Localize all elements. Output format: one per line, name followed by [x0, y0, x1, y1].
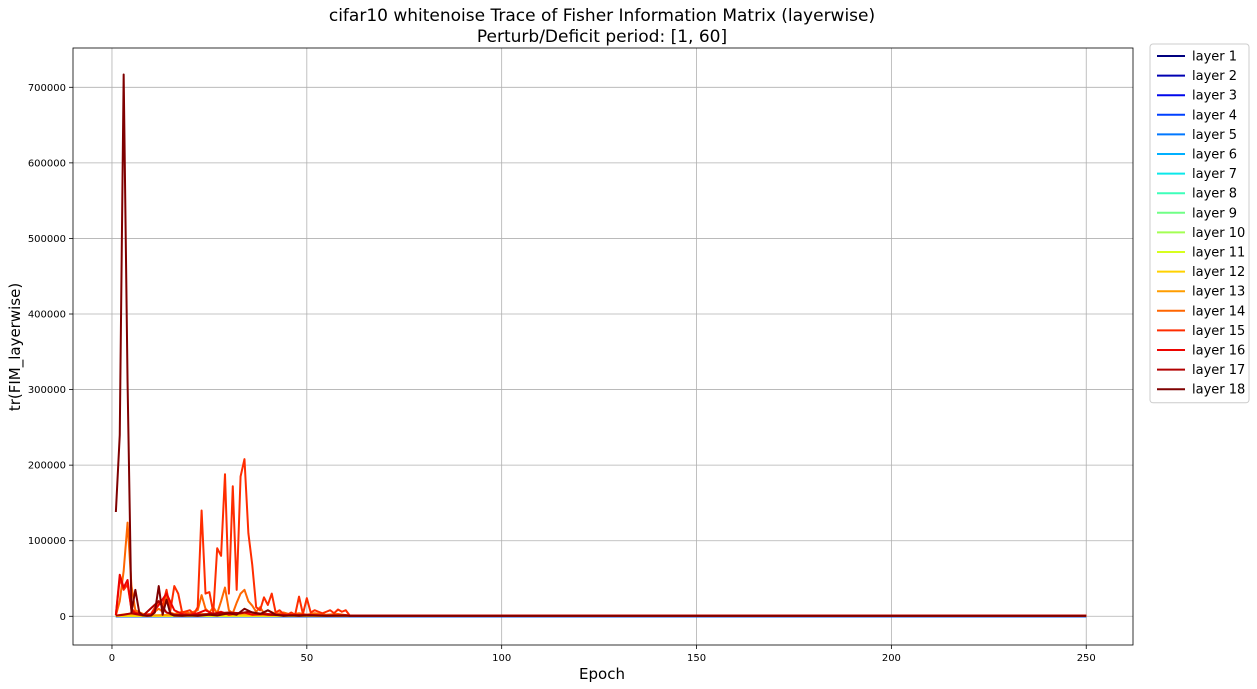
plot-frame — [72, 47, 1134, 646]
x-tick-label: 0 — [109, 653, 115, 664]
legend-label: layer 6 — [1192, 148, 1237, 163]
legend-label: layer 1 — [1192, 50, 1237, 65]
x-tick-label: 250 — [1077, 653, 1096, 664]
y-tick-label: 600000 — [28, 158, 66, 169]
legend-label: layer 17 — [1192, 363, 1245, 378]
y-tick-label: 200000 — [28, 461, 66, 472]
chart-title: cifar10 whitenoise Trace of Fisher Infor… — [329, 6, 875, 26]
series-line-layer-14 — [114, 521, 1087, 617]
x-tick-label: 150 — [687, 653, 706, 664]
chart-subtitle: Perturb/Deficit period: [1, 60] — [477, 27, 727, 47]
legend-label: layer 12 — [1192, 265, 1245, 280]
y-tick-label: 700000 — [28, 83, 66, 94]
legend-label: layer 15 — [1192, 324, 1245, 339]
x-tick-label: 200 — [882, 653, 901, 664]
series-line-layer-18 — [114, 73, 1087, 617]
y-tick-label: 500000 — [28, 234, 66, 245]
legend-label: layer 4 — [1192, 108, 1237, 123]
y-tick-label: 100000 — [28, 536, 66, 547]
legend-label: layer 11 — [1192, 246, 1245, 261]
legend-label: layer 8 — [1192, 187, 1237, 202]
legend-label: layer 9 — [1192, 206, 1237, 221]
legend-label: layer 13 — [1192, 285, 1245, 300]
y-tick-label: 300000 — [28, 385, 66, 396]
y-tick-label: 0 — [60, 612, 66, 623]
series-lines — [114, 73, 1087, 618]
x-tick-label: 100 — [492, 653, 511, 664]
x-axis-label: Epoch — [579, 665, 625, 683]
axis-ticks: 0 50 100 150 200 250 0 100000 200000 300000 400000… — [28, 83, 1096, 664]
y-axis-label: tr(FIM_layerwise) — [6, 283, 25, 411]
legend-label: layer 7 — [1192, 167, 1237, 182]
legend-label: layer 18 — [1192, 383, 1245, 398]
legend: layer 1 layer 2 layer 3 layer 4 layer 5 layer… — [1149, 43, 1250, 404]
x-tick-label: 50 — [300, 653, 313, 664]
legend-label: layer 10 — [1192, 226, 1245, 241]
legend-label: layer 5 — [1192, 128, 1237, 143]
legend-label: layer 14 — [1192, 304, 1245, 319]
series-line-layer-15 — [114, 458, 1087, 617]
y-tick-label: 400000 — [28, 310, 66, 321]
legend-label: layer 2 — [1192, 69, 1237, 84]
legend-label: layer 3 — [1192, 89, 1237, 104]
legend-label: layer 16 — [1192, 344, 1245, 359]
grid — [73, 48, 1133, 645]
